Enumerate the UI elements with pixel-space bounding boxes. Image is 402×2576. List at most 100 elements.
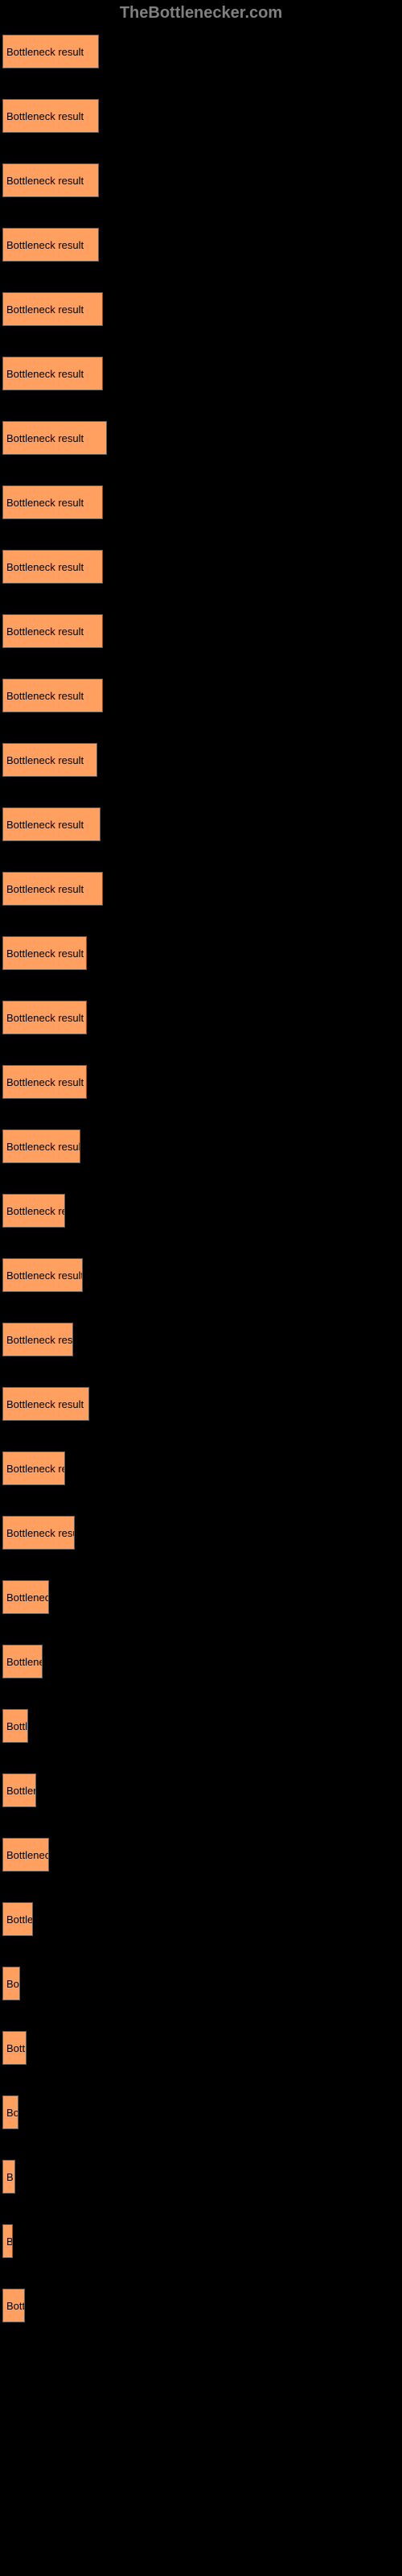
bar: B: [2, 2224, 13, 2258]
bar: Bottleneck result: [2, 614, 103, 648]
bar: Bottleneck re: [2, 1194, 65, 1228]
bar: Bottl: [2, 1709, 28, 1743]
bar-label: Bottleneck result: [6, 1076, 84, 1088]
bar-label: Bottleneck result: [6, 110, 84, 122]
bar-label: Bo: [6, 2107, 18, 2119]
bar: Bottleneck result: [2, 679, 103, 712]
bar: Bottleneck result: [2, 1129, 80, 1163]
bar: Bottleneck result: [2, 1387, 89, 1421]
bar-row: Bottleneck result: [2, 550, 402, 584]
bar-label: Bottleneck result: [6, 883, 84, 895]
bar: Bottleneck result: [2, 743, 97, 777]
bar-row: Bottler: [2, 1773, 402, 1807]
bar-row: Bottleneck result: [2, 936, 402, 970]
bar-label: Bottlene: [6, 1656, 43, 1668]
bar-label: Bottleneck result: [6, 175, 84, 187]
bar: Bottleneck result: [2, 550, 103, 584]
bar-label: B: [6, 2235, 13, 2248]
bar-label: Bottleneck result: [6, 497, 84, 509]
bar-row: Bottleneck result: [2, 1001, 402, 1034]
bar-row: Bottleneck re: [2, 1451, 402, 1485]
bar: Bott: [2, 2031, 27, 2065]
bar-label: Bottleneck result: [6, 1012, 84, 1024]
bar-row: Bottl: [2, 1709, 402, 1743]
bar-label: Bottleneck result: [6, 561, 84, 573]
bar-label: Bottleneck re: [6, 1463, 65, 1475]
bar: Bottleneck result: [2, 99, 99, 133]
bar: Bottleneck result: [2, 936, 87, 970]
bar: Bottler: [2, 1773, 36, 1807]
bar-label: Bottleneck result: [6, 754, 84, 766]
bar-label: Bottleneck result: [6, 947, 84, 960]
bar: Bo: [2, 2095, 18, 2129]
bar-label: Bottl: [6, 1720, 27, 1732]
bar: Bottleneck resu: [2, 1516, 75, 1550]
bar-row: Bottleneck result: [2, 1129, 402, 1163]
bar: Bottleneck result: [2, 357, 103, 390]
bar-row: Bottleneck re: [2, 1194, 402, 1228]
bar-row: Bottleneck result: [2, 99, 402, 133]
bar: Bottleneck result: [2, 872, 103, 906]
bar: Bottleneck result: [2, 163, 99, 197]
bar-label: Bottleneck result: [6, 46, 84, 58]
bar-row: Bottleneck result: [2, 228, 402, 262]
bar-label: Bottleneck result: [6, 1398, 84, 1410]
bar-row: Bottleneck result: [2, 485, 402, 519]
bar-row: Bottlene: [2, 1645, 402, 1678]
bar-label: Bottle: [6, 1913, 33, 1926]
bar-label: Bottler: [6, 1785, 36, 1797]
bar: Bo: [2, 1967, 20, 2000]
bar: Bott: [2, 2289, 25, 2322]
bar-row: Bott: [2, 2289, 402, 2322]
bar-row: B: [2, 2224, 402, 2258]
bar-row: Bottleneck result: [2, 614, 402, 648]
bar: Bottleneck result: [2, 35, 99, 68]
bar-row: Bottleneck result: [2, 163, 402, 197]
bar-row: Bottleneck resu: [2, 1323, 402, 1356]
bar-row: Bottleneck result: [2, 35, 402, 68]
bar: Bottleneck result: [2, 1065, 87, 1099]
bar: Bottleneck result: [2, 485, 103, 519]
bar: Bottleneck re: [2, 1451, 65, 1485]
bar-row: B: [2, 2160, 402, 2194]
bar-label: Bottleneck result: [6, 1141, 80, 1153]
bar-label: Bottleneck result: [6, 625, 84, 638]
bar-label: Bottleneck result: [6, 239, 84, 251]
bar-label: Bottlenec: [6, 1591, 49, 1604]
bar: Bottleneck result: [2, 1001, 87, 1034]
bar-row: Bott: [2, 2031, 402, 2065]
bar-row: Bottleneck result: [2, 421, 402, 455]
bar: Bottleneck resu: [2, 1323, 73, 1356]
bar-row: Bottleneck result: [2, 872, 402, 906]
bar-row: Bottleneck result: [2, 807, 402, 841]
bar-label: Bottleneck resu: [6, 1334, 73, 1346]
bar-row: Bottleneck result: [2, 1258, 402, 1292]
bar-label: Bottleneck result: [6, 690, 84, 702]
bar-row: Bottleneck result: [2, 743, 402, 777]
bar-row: Bottleneck result: [2, 357, 402, 390]
bar-row: Bottleneck result: [2, 679, 402, 712]
bar-row: Bottleneck result: [2, 1065, 402, 1099]
bar-row: Bo: [2, 1967, 402, 2000]
bar-label: Bottlenec: [6, 1849, 49, 1861]
bar-label: Bottleneck result: [6, 432, 84, 444]
bar-label: Bottleneck resu: [6, 1527, 75, 1539]
bar: Bottleneck result: [2, 1258, 83, 1292]
bar-row: Bottleneck resu: [2, 1516, 402, 1550]
bar-label: Bottleneck result: [6, 1269, 83, 1282]
bar: Bottlene: [2, 1645, 43, 1678]
bar-label: Bottleneck result: [6, 303, 84, 316]
bar: Bottleneck result: [2, 421, 107, 455]
bar-row: Bottlenec: [2, 1838, 402, 1872]
bar: B: [2, 2160, 15, 2194]
bar-label: Bott: [6, 2300, 25, 2312]
bar-row: Bottle: [2, 1902, 402, 1936]
bar-label: Bottleneck re: [6, 1205, 65, 1217]
bar: Bottlenec: [2, 1580, 49, 1614]
bar-row: Bottlenec: [2, 1580, 402, 1614]
bar: Bottlenec: [2, 1838, 49, 1872]
bar-label: Bott: [6, 2042, 25, 2054]
bar: Bottleneck result: [2, 292, 103, 326]
bar-label: Bo: [6, 1978, 19, 1990]
bar-chart: Bottleneck result Bottleneck result Bottle…: [0, 35, 402, 2322]
